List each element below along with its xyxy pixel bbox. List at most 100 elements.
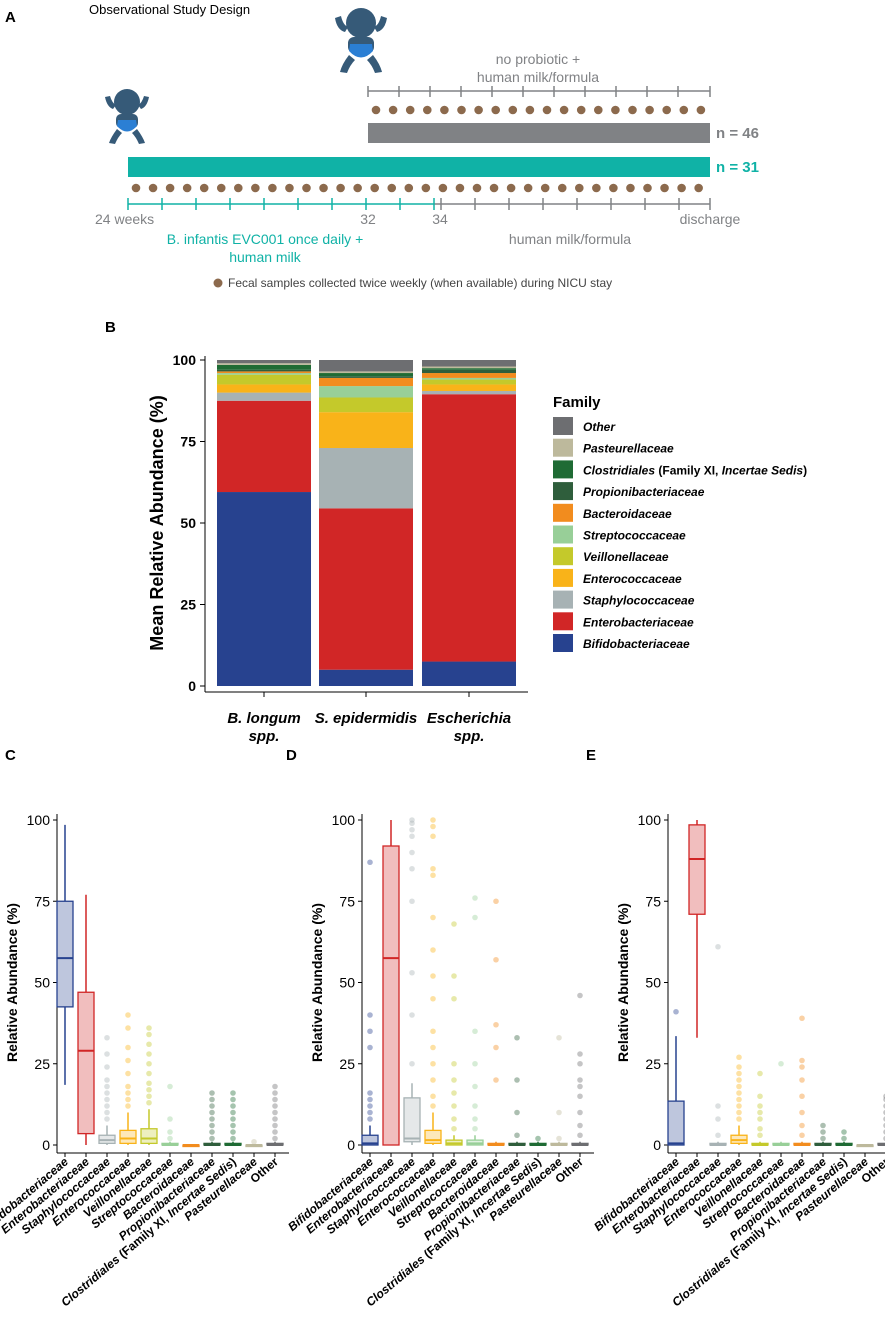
milk-formula-label: human milk/formula [509,231,631,247]
legend-swatch [553,482,573,501]
outlier-point [272,1083,278,1090]
outlier-point [715,943,721,950]
tick-32: 32 [360,211,376,227]
outlier-point [430,995,436,1002]
sample-dot [662,105,671,115]
panel-b-bars [217,360,516,686]
y-tick-label: 25 [645,1056,661,1072]
outlier-point [272,1103,278,1109]
outlier-point [209,1103,215,1109]
outlier-point [493,1077,499,1083]
outlier-point [430,914,436,921]
bar-segment-propionibacteriaceae [217,369,311,372]
outlier-point [146,1080,152,1087]
legend-title: Family [553,394,601,411]
bar-segment-propionibacteriaceae [319,376,413,378]
outlier-point [125,1044,131,1051]
outlier-point [493,956,499,963]
legend-label: Enterobacteriaceae [583,615,694,629]
outlier-point [272,1116,278,1122]
outlier-point [799,1015,805,1022]
outlier-point [167,1083,173,1090]
sample-dot [643,183,652,193]
outlier-point [451,1116,457,1122]
sample-dot [576,105,586,115]
outlier-point [472,1060,478,1067]
x-tick-label: B. longum [227,710,300,727]
outlier-point [556,1109,562,1116]
outlier-point [209,1129,215,1135]
outlier-point [757,1116,763,1122]
legend-label: Staphylococcaceae [583,594,695,608]
bar-segment-bacteroidaceae [217,371,311,374]
outlier-point [451,1103,457,1109]
legend-label: Other [583,420,616,434]
y-tick-label: 75 [34,893,50,909]
outlier-point [167,1135,173,1142]
x-tick-label: S. epidermidis [315,710,418,727]
legend-swatch [553,590,573,609]
top-cohort-label-line2: human milk/formula [477,69,599,85]
sample-dot [370,183,380,193]
sample-dot [336,183,345,193]
bar-segment-other [319,360,413,372]
sample-dots-bottom [131,183,703,193]
sample-dot [302,183,311,193]
outlier-point [367,1096,373,1103]
y-tick-label: 100 [638,812,662,828]
bar-segment-enterobacteriaceae [422,394,516,662]
sample-dot [626,183,635,193]
bar-segment-enterococcaceae [422,384,516,391]
outlier-point [167,1129,173,1135]
outlier-point [514,1109,520,1116]
panel-a-letter: A [5,9,16,26]
box [119,1129,137,1145]
outlier-point [820,1122,826,1129]
outlier-point [715,1116,721,1122]
outlier-point [514,1132,520,1139]
bar-segment-bacteroidaceae [319,377,413,387]
outlier-point [104,1034,110,1041]
n-teal-label: n = 31 [716,159,759,176]
outlier-point [167,1116,173,1122]
outlier-point [736,1083,742,1090]
outlier-point [430,865,436,872]
sample-dot [353,183,362,193]
sample-dot [199,183,209,193]
box [77,991,95,1135]
tick-24-weeks: 24 weeks [95,211,154,227]
sample-dot [371,105,381,115]
outlier-point [430,1077,436,1083]
sample-dot [268,183,277,193]
y-tick-label: 50 [339,975,355,991]
panel-d-letter: D [286,747,297,764]
outlier-point [451,973,457,979]
outlier-point [430,817,436,823]
outlier-point [472,1125,478,1132]
bar-segment-veillonellaceae [217,374,311,385]
outlier-point [367,1090,373,1096]
outlier-point [125,1070,131,1077]
outlier-point [577,992,583,999]
outlier-point [736,1090,742,1096]
sample-dot [628,105,637,115]
outlier-point [757,1109,763,1116]
legend-label: Veillonellaceae [583,550,669,564]
outlier-point [146,1070,152,1077]
outlier-point [514,1077,520,1083]
outlier-point [409,969,415,976]
y-tick-label: 50 [34,975,50,991]
outlier-point [430,1093,436,1100]
x-tick-label: spp. [454,728,485,745]
panel-e-letter: E [586,747,596,764]
n-grey-label: n = 46 [716,125,759,142]
panel-c: C Relative Abundance (%)0255075100Bifido… [0,747,289,1309]
legend-swatch [553,460,573,479]
sample-dots-top [371,105,706,115]
sample-dot [491,105,501,115]
y-tick-label: 75 [339,893,355,909]
outlier-point [409,1060,415,1067]
tick-34: 34 [432,211,448,227]
outlier-point [367,1116,373,1122]
bar-segment-enterococcaceae [217,384,311,393]
